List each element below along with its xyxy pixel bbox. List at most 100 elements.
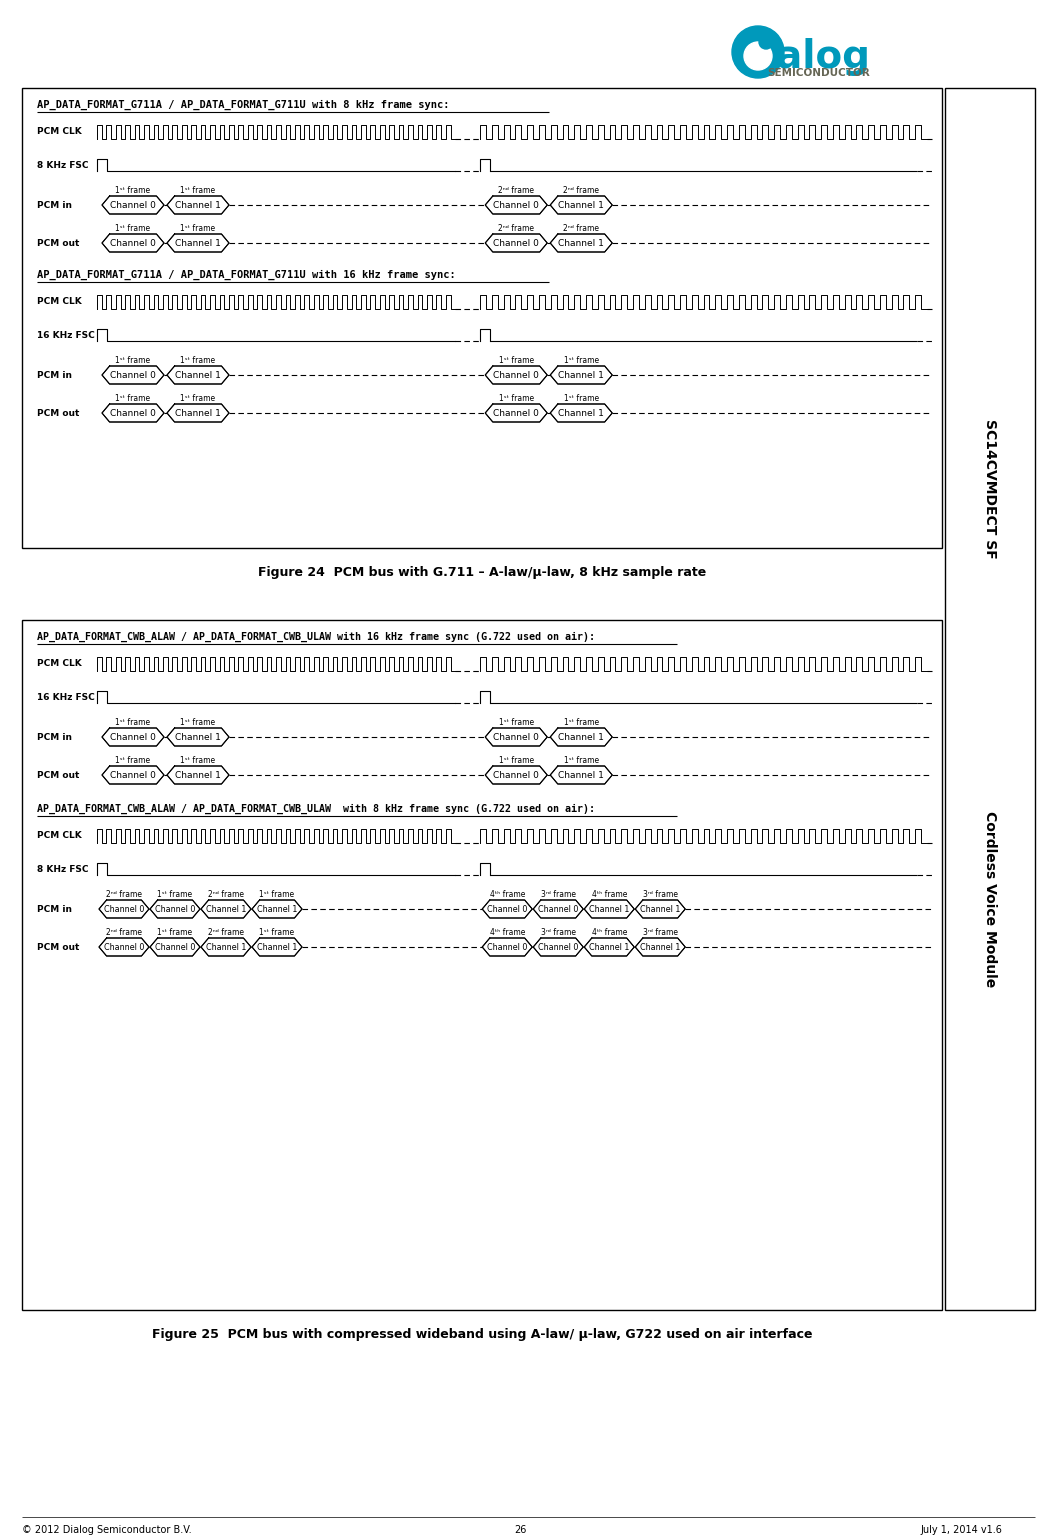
Polygon shape bbox=[102, 366, 164, 385]
Text: 1ˢᵗ frame: 1ˢᵗ frame bbox=[498, 719, 534, 726]
Text: Channel 0: Channel 0 bbox=[493, 200, 539, 209]
Text: Channel 0: Channel 0 bbox=[104, 942, 145, 951]
Text: Channel 1: Channel 1 bbox=[175, 733, 220, 742]
Circle shape bbox=[732, 26, 784, 78]
Text: Channel 1: Channel 1 bbox=[558, 200, 604, 209]
Text: 3ʳᵈ frame: 3ʳᵈ frame bbox=[541, 928, 576, 937]
Text: 4ᵗʰ frame: 4ᵗʰ frame bbox=[490, 928, 525, 937]
Polygon shape bbox=[550, 728, 613, 746]
Polygon shape bbox=[486, 728, 547, 746]
Text: AP_DATA_FORMAT_G711A / AP_DATA_FORMAT_G711U with 16 kHz frame sync:: AP_DATA_FORMAT_G711A / AP_DATA_FORMAT_G7… bbox=[37, 269, 456, 280]
Bar bbox=[945, 88, 1035, 1310]
Text: 1ˢᵗ frame: 1ˢᵗ frame bbox=[157, 890, 192, 899]
Text: SEMICONDUCTOR: SEMICONDUCTOR bbox=[768, 68, 870, 78]
Text: 2ⁿᵈ frame: 2ⁿᵈ frame bbox=[498, 186, 535, 195]
Text: PCM out: PCM out bbox=[37, 771, 79, 779]
Polygon shape bbox=[550, 405, 613, 422]
Text: PCM out: PCM out bbox=[37, 239, 79, 248]
Text: Figure 25  PCM bus with compressed wideband using A-law/ μ-law, G722 used on air: Figure 25 PCM bus with compressed wideba… bbox=[152, 1328, 812, 1340]
Polygon shape bbox=[550, 195, 613, 214]
Text: Channel 0: Channel 0 bbox=[493, 239, 539, 248]
Text: PCM CLK: PCM CLK bbox=[37, 660, 82, 668]
Polygon shape bbox=[534, 937, 583, 956]
Text: Channel 0: Channel 0 bbox=[104, 905, 145, 914]
Text: 1ˢᵗ frame: 1ˢᵗ frame bbox=[259, 890, 294, 899]
Text: Channel 0: Channel 0 bbox=[110, 200, 156, 209]
Text: 1ˢᵗ frame: 1ˢᵗ frame bbox=[564, 356, 599, 365]
Polygon shape bbox=[550, 766, 613, 783]
Text: Channel 1: Channel 1 bbox=[175, 371, 220, 380]
Text: Channel 1: Channel 1 bbox=[175, 408, 220, 417]
Text: 1ˢᵗ frame: 1ˢᵗ frame bbox=[115, 719, 151, 726]
Text: 2ⁿᵈ frame: 2ⁿᵈ frame bbox=[106, 928, 142, 937]
Text: AP_DATA_FORMAT_CWB_ALAW / AP_DATA_FORMAT_CWB_ULAW  with 8 kHz frame sync (G.722 : AP_DATA_FORMAT_CWB_ALAW / AP_DATA_FORMAT… bbox=[37, 803, 595, 814]
Text: 1ˢᵗ frame: 1ˢᵗ frame bbox=[115, 756, 151, 765]
Text: July 1, 2014 v1.6: July 1, 2014 v1.6 bbox=[920, 1525, 1002, 1534]
Text: dialog: dialog bbox=[735, 38, 870, 75]
Bar bbox=[22, 620, 942, 1310]
Polygon shape bbox=[550, 366, 613, 385]
Text: 2ⁿᵈ frame: 2ⁿᵈ frame bbox=[208, 928, 244, 937]
Text: 4ᵗʰ frame: 4ᵗʰ frame bbox=[490, 890, 525, 899]
Text: 1ˢᵗ frame: 1ˢᵗ frame bbox=[180, 719, 215, 726]
Text: Channel 1: Channel 1 bbox=[558, 733, 604, 742]
Polygon shape bbox=[102, 766, 164, 783]
Polygon shape bbox=[167, 766, 229, 783]
Text: Channel 0: Channel 0 bbox=[110, 771, 156, 779]
Polygon shape bbox=[102, 405, 164, 422]
Polygon shape bbox=[635, 900, 685, 917]
Polygon shape bbox=[167, 405, 229, 422]
Polygon shape bbox=[534, 900, 583, 917]
Text: 1ˢᵗ frame: 1ˢᵗ frame bbox=[498, 756, 534, 765]
Polygon shape bbox=[102, 195, 164, 214]
Polygon shape bbox=[486, 234, 547, 252]
Text: PCM CLK: PCM CLK bbox=[37, 297, 82, 306]
Text: 8 KHz FSC: 8 KHz FSC bbox=[37, 865, 88, 874]
Text: Channel 1: Channel 1 bbox=[175, 771, 220, 779]
Text: Channel 0: Channel 0 bbox=[538, 942, 578, 951]
Text: Channel 1: Channel 1 bbox=[558, 771, 604, 779]
Text: Channel 0: Channel 0 bbox=[155, 942, 196, 951]
Text: 1ˢᵗ frame: 1ˢᵗ frame bbox=[115, 394, 151, 403]
Text: Channel 0: Channel 0 bbox=[110, 371, 156, 380]
Text: 2ⁿᵈ frame: 2ⁿᵈ frame bbox=[564, 186, 599, 195]
Text: Channel 1: Channel 1 bbox=[640, 905, 680, 914]
Text: Channel 0: Channel 0 bbox=[493, 408, 539, 417]
Text: PCM CLK: PCM CLK bbox=[37, 128, 82, 137]
Text: Channel 1: Channel 1 bbox=[257, 942, 297, 951]
Polygon shape bbox=[167, 366, 229, 385]
Polygon shape bbox=[584, 937, 634, 956]
Text: 1ˢᵗ frame: 1ˢᵗ frame bbox=[180, 394, 215, 403]
Text: Channel 1: Channel 1 bbox=[175, 239, 220, 248]
Polygon shape bbox=[486, 766, 547, 783]
Polygon shape bbox=[201, 937, 251, 956]
Text: © 2012 Dialog Semiconductor B.V.: © 2012 Dialog Semiconductor B.V. bbox=[22, 1525, 191, 1534]
Text: 4ᵗʰ frame: 4ᵗʰ frame bbox=[592, 928, 627, 937]
Text: 1ˢᵗ frame: 1ˢᵗ frame bbox=[180, 186, 215, 195]
Text: PCM out: PCM out bbox=[37, 408, 79, 417]
Text: 16 KHz FSC: 16 KHz FSC bbox=[37, 693, 95, 702]
Text: PCM CLK: PCM CLK bbox=[37, 831, 82, 840]
Text: 26: 26 bbox=[514, 1525, 526, 1534]
Polygon shape bbox=[252, 937, 302, 956]
Text: Channel 0: Channel 0 bbox=[110, 408, 156, 417]
Text: 2ⁿᵈ frame: 2ⁿᵈ frame bbox=[208, 890, 244, 899]
Text: Figure 24  PCM bus with G.711 – A-law/μ-law, 8 kHz sample rate: Figure 24 PCM bus with G.711 – A-law/μ-l… bbox=[258, 566, 706, 579]
Text: 3ʳᵈ frame: 3ʳᵈ frame bbox=[643, 890, 678, 899]
Text: 1ˢᵗ frame: 1ˢᵗ frame bbox=[564, 719, 599, 726]
Text: 2ⁿᵈ frame: 2ⁿᵈ frame bbox=[106, 890, 142, 899]
Polygon shape bbox=[102, 234, 164, 252]
Polygon shape bbox=[167, 728, 229, 746]
Text: Channel 1: Channel 1 bbox=[640, 942, 680, 951]
Text: 1ˢᵗ frame: 1ˢᵗ frame bbox=[564, 756, 599, 765]
Polygon shape bbox=[102, 728, 164, 746]
Text: PCM in: PCM in bbox=[37, 733, 72, 742]
Text: SC14CVMDECT SF: SC14CVMDECT SF bbox=[983, 419, 997, 559]
Text: 1ˢᵗ frame: 1ˢᵗ frame bbox=[259, 928, 294, 937]
Text: 1ˢᵗ frame: 1ˢᵗ frame bbox=[157, 928, 192, 937]
Text: Channel 1: Channel 1 bbox=[206, 942, 246, 951]
Text: 8 KHz FSC: 8 KHz FSC bbox=[37, 160, 88, 169]
Text: 1ˢᵗ frame: 1ˢᵗ frame bbox=[180, 356, 215, 365]
Polygon shape bbox=[483, 900, 532, 917]
Text: 4ᵗʰ frame: 4ᵗʰ frame bbox=[592, 890, 627, 899]
